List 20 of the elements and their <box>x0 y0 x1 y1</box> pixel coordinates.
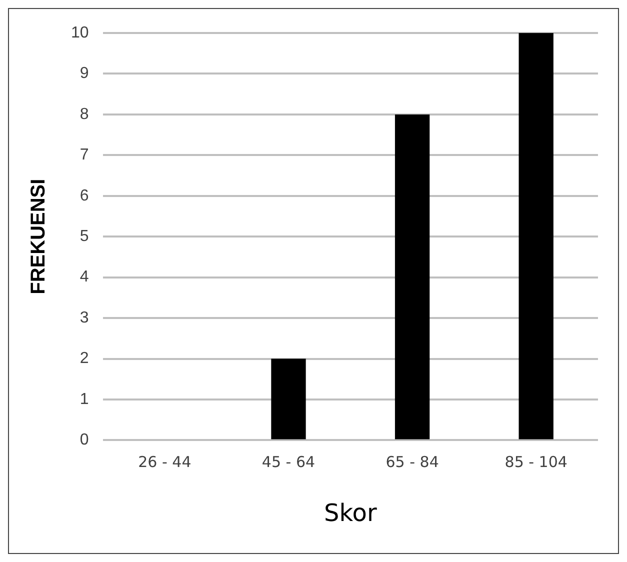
y-tick-label: 1 <box>80 390 89 408</box>
x-tick-label: 45 - 64 <box>262 453 316 472</box>
bar <box>271 358 306 440</box>
y-tick-label: 8 <box>80 106 89 123</box>
y-tick-label: 9 <box>80 65 89 82</box>
y-axis-title: FREKUENSI <box>28 178 50 294</box>
y-tick-label: 0 <box>80 432 89 449</box>
y-tick-label: 6 <box>80 187 89 204</box>
y-tick-label: 5 <box>80 228 89 246</box>
y-tick-label: 2 <box>80 350 89 368</box>
y-tick-label: 7 <box>80 146 89 164</box>
x-tick-label: 65 - 84 <box>386 453 439 472</box>
y-tick-label: 10 <box>71 24 89 42</box>
bar <box>394 114 430 440</box>
x-tick-label: 85 - 104 <box>504 453 568 472</box>
y-tick-label: 3 <box>80 309 89 326</box>
y-tick-label: 4 <box>80 268 89 286</box>
x-tick-label: 26 - 44 <box>138 453 192 472</box>
bar <box>518 33 554 440</box>
x-axis-title: Skor <box>324 498 377 527</box>
